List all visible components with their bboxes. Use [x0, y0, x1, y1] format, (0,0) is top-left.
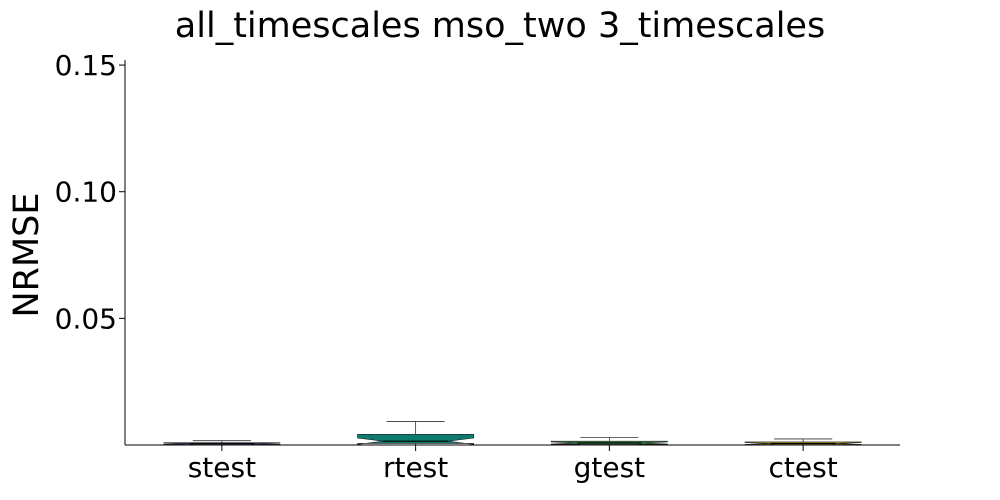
- x-tick-label: ctest: [769, 451, 838, 484]
- plot-area: 0.05 0.10 0.15 stest rtest gtest ctest: [55, 49, 900, 484]
- y-tick-label: 0.10: [55, 176, 117, 209]
- y-tick-label: 0.05: [55, 302, 117, 335]
- x-tick-label: rtest: [383, 451, 448, 484]
- x-tick-label: stest: [188, 451, 256, 484]
- x-tick-label: gtest: [574, 451, 646, 484]
- y-tick-label: 0.15: [55, 49, 117, 82]
- y-axis-label: NRMSE: [7, 192, 47, 317]
- box-rtest: [357, 434, 475, 445]
- chart-title: all_timescales mso_two 3_timescales: [175, 6, 825, 46]
